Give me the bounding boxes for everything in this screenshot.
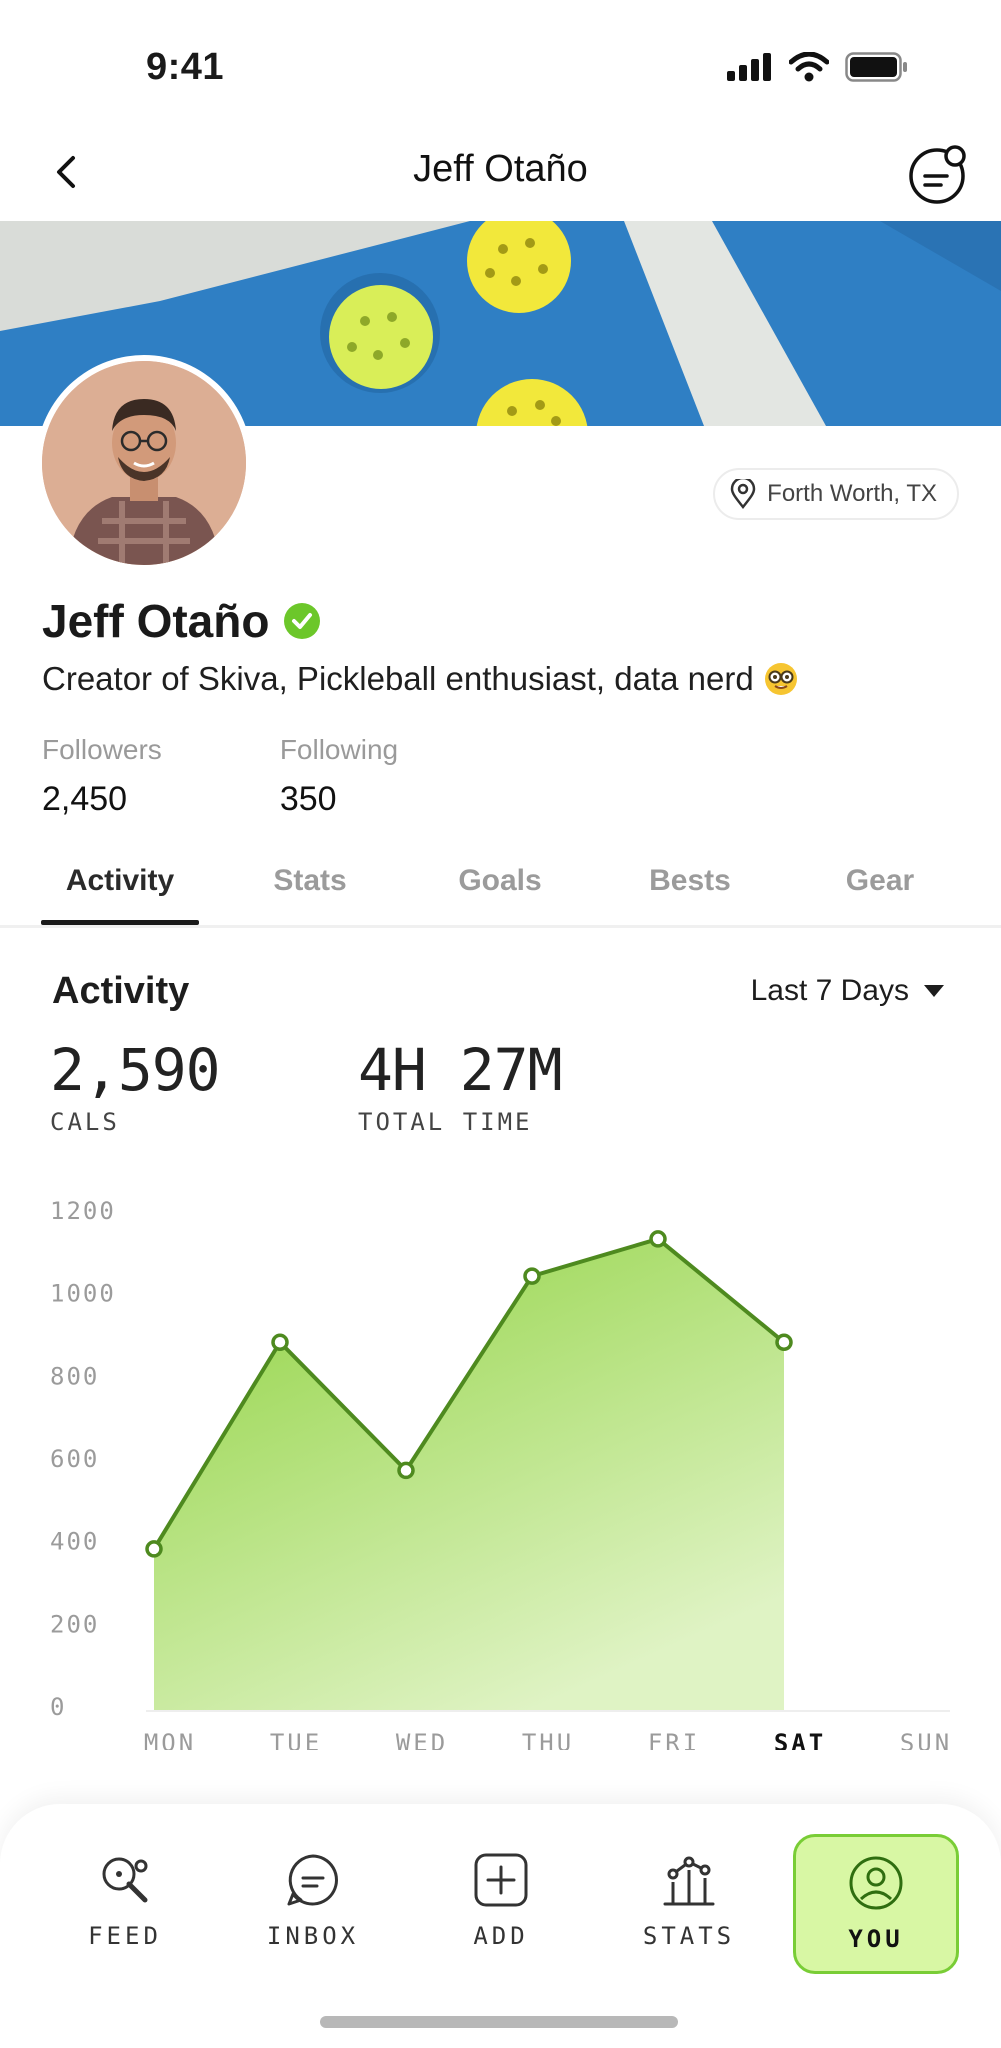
verified-badge-icon	[284, 603, 321, 639]
nav-feed-label: FEED	[88, 1922, 162, 1950]
y-tick-label: 400	[50, 1528, 99, 1556]
data-point[interactable]	[397, 1461, 415, 1480]
x-tick-label: THU	[522, 1729, 574, 1750]
following-count[interactable]: Following 350	[280, 734, 398, 819]
data-point[interactable]	[775, 1333, 793, 1352]
activity-chart: 0 200 400 600 800 1000 1200 MON TUE WED THU FRI SAT…	[50, 1197, 952, 1750]
tab-underline	[41, 920, 199, 925]
y-tick-label: 1000	[50, 1280, 116, 1308]
calories-label: CALS	[50, 1108, 120, 1136]
battery-icon	[845, 52, 907, 82]
profile-name-row: Jeff Otaño	[42, 594, 321, 648]
y-tick-label: 600	[50, 1445, 99, 1473]
user-circle-icon	[849, 1856, 903, 1910]
followers-value: 2,450	[42, 780, 128, 818]
nav-add[interactable]: ADD	[418, 1834, 584, 1974]
followers-label: Followers	[42, 734, 162, 765]
chat-bubble-icon	[287, 1854, 338, 1906]
nav-you-label: YOU	[848, 1925, 904, 1953]
plus-square-icon	[474, 1853, 528, 1907]
x-tick-label: SAT	[774, 1729, 826, 1750]
back-button[interactable]	[42, 148, 90, 196]
tab-stats[interactable]: Stats	[273, 864, 347, 897]
chat-notification-icon	[909, 145, 966, 204]
profile-name: Jeff Otaño	[42, 595, 270, 647]
followers-count[interactable]: Followers 2,450	[42, 734, 162, 819]
nav-stats-label: STATS	[642, 1922, 736, 1950]
profile-tabs: Activity Stats Goals Bests Gear	[0, 848, 1001, 928]
nav-inbox[interactable]: INBOX	[230, 1834, 396, 1974]
nav-header: Jeff Otaño	[0, 130, 1001, 220]
location-text: Forth Worth, TX	[767, 480, 937, 507]
data-point[interactable]	[523, 1267, 541, 1285]
nav-you[interactable]: YOU	[793, 1834, 959, 1974]
profile-photo	[42, 361, 246, 565]
bottom-nav: FEED INBOX ADD STATS	[0, 1804, 1001, 2048]
y-tick-label: 800	[50, 1362, 99, 1390]
nav-inbox-label: INBOX	[266, 1922, 360, 1950]
x-tick-label: TUE	[270, 1729, 322, 1750]
avatar-photo	[42, 361, 246, 565]
y-tick-label: 0	[50, 1693, 66, 1721]
caret-down-icon	[924, 985, 944, 997]
status-time: 9:41	[146, 46, 225, 88]
tab-gear[interactable]: Gear	[845, 864, 915, 897]
map-pin-icon	[730, 479, 756, 509]
calories-value: 2,590	[50, 1036, 221, 1104]
range-value: Last 7 Days	[750, 974, 909, 1007]
messages-menu-button[interactable]	[907, 140, 971, 204]
data-point[interactable]	[271, 1333, 289, 1352]
total-time-label: TOTAL TIME	[358, 1108, 533, 1136]
home-indicator	[320, 2016, 678, 2028]
data-point[interactable]	[649, 1230, 667, 1248]
x-tick-label: WED	[396, 1729, 448, 1750]
wifi-icon	[789, 52, 829, 82]
nav-stats[interactable]: STATS	[606, 1834, 772, 1974]
location-badge[interactable]: Forth Worth, TX	[713, 468, 959, 520]
data-point[interactable]	[145, 1540, 163, 1558]
activity-heading: Activity	[52, 970, 190, 1012]
total-time-value: 4H 27M	[358, 1036, 563, 1104]
x-tick-label: FRI	[648, 1729, 700, 1750]
stats-chart-icon	[663, 1856, 715, 1906]
nav-feed[interactable]: FEED	[42, 1834, 208, 1974]
page-title: Jeff Otaño	[413, 148, 588, 190]
nerd-face-emoji-icon	[764, 663, 797, 695]
tab-goals[interactable]: Goals	[458, 864, 542, 897]
tab-bests[interactable]: Bests	[649, 864, 731, 897]
following-label: Following	[279, 734, 399, 765]
following-value: 350	[279, 780, 337, 818]
x-tick-label: SUN	[900, 1729, 952, 1750]
calories-metric: 2,590 CALS	[50, 1036, 221, 1136]
status-icons	[727, 52, 909, 82]
y-tick-label: 200	[50, 1610, 99, 1638]
follow-counts: Followers 2,450 Following 350	[42, 734, 398, 819]
y-tick-label: 1200	[50, 1197, 116, 1225]
nav-add-label: ADD	[473, 1922, 529, 1950]
status-bar: 9:41	[0, 0, 1001, 130]
profile-bio: Creator of Skiva, Pickleball enthusiast,…	[42, 660, 798, 698]
chevron-left-icon	[57, 156, 75, 188]
activity-line	[152, 1236, 786, 1550]
bio-text: Creator of Skiva, Pickleball enthusiast,…	[42, 660, 754, 697]
tab-activity[interactable]: Activity	[65, 864, 175, 897]
x-tick-label: MON	[144, 1729, 196, 1750]
pickleball-paddle-icon	[102, 1857, 148, 1903]
total-time-metric: 4H 27M TOTAL TIME	[358, 1036, 563, 1136]
range-dropdown[interactable]: Last 7 Days	[751, 974, 945, 1008]
cellular-signal-icon	[727, 53, 771, 81]
avatar[interactable]	[36, 355, 252, 571]
activity-area	[154, 1238, 784, 1710]
